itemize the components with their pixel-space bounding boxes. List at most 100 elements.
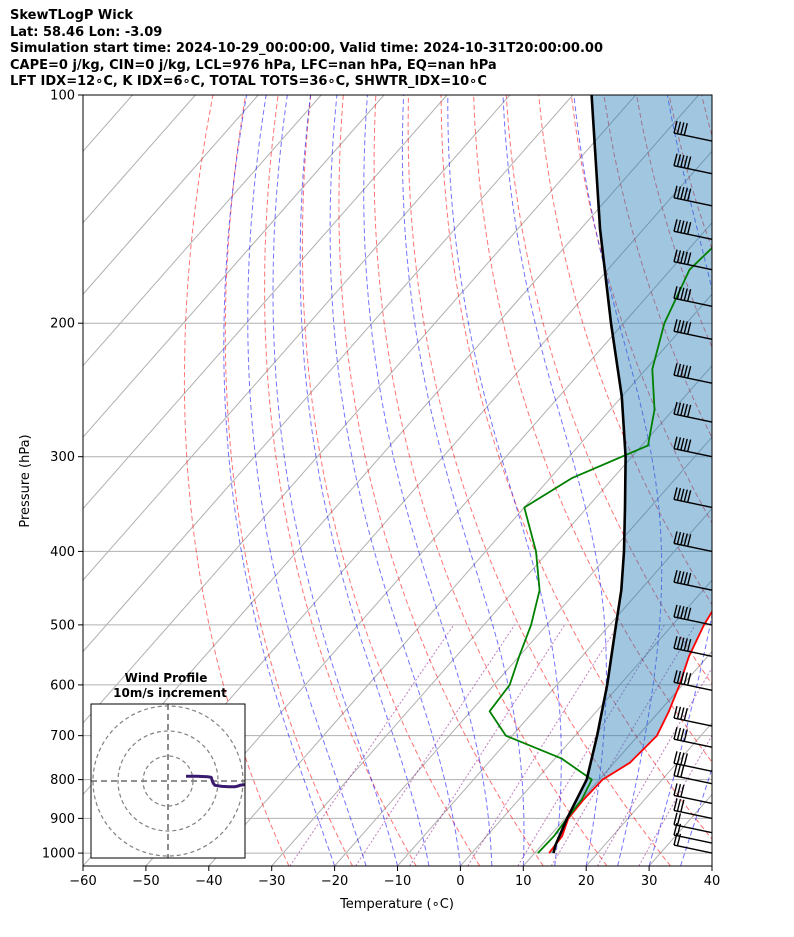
inset-frame	[90, 703, 246, 859]
y-tick-label: 500	[50, 618, 75, 633]
y-tick-label: 800	[50, 773, 75, 788]
dry-adiabat	[440, 95, 712, 840]
wind-barb	[673, 487, 713, 509]
isotherm-gridline	[522, 650, 712, 866]
wind-barb	[673, 727, 713, 748]
dry-adiabat	[301, 95, 481, 866]
chart-title: SkewTLogP Wick	[10, 8, 134, 23]
x-tick-label: 30	[641, 874, 658, 889]
y-tick-label: 300	[50, 450, 75, 465]
moist-adiabat	[223, 95, 336, 866]
dry-adiabat	[603, 95, 712, 439]
x-tick-label: −10	[384, 874, 411, 889]
dry-adiabat	[338, 95, 544, 866]
moist-adiabat	[573, 95, 663, 866]
hodograph-inset: Wind Profile 10m/s increment	[90, 671, 246, 859]
x-tick-label: 0	[456, 874, 464, 889]
wind-barb	[673, 531, 713, 553]
moist-adiabat	[401, 95, 525, 866]
dry-adiabat	[473, 95, 712, 763]
y-tick-label: 400	[50, 545, 75, 560]
mixing-ratio-line	[550, 624, 696, 866]
moist-adiabat	[447, 95, 562, 866]
wind-barb	[673, 783, 713, 805]
y-axis-title: Pressure (hPa)	[18, 434, 33, 527]
moist-adiabat	[247, 95, 367, 866]
x-tick-label: −50	[132, 874, 159, 889]
dry-adiabat	[701, 95, 712, 138]
moist-adiabat	[502, 95, 607, 866]
wind-barb	[673, 153, 713, 175]
y-tick-label: 600	[50, 678, 75, 693]
x-tick-label: −40	[195, 874, 222, 889]
isotherm-gridline	[83, 95, 259, 295]
dry-adiabat	[734, 95, 794, 866]
x-tick-label: −60	[69, 874, 96, 889]
isotherm-gridline	[460, 579, 712, 866]
dry-adiabat	[767, 95, 794, 866]
moist-adiabat	[648, 95, 712, 866]
wind-barb	[673, 798, 713, 820]
chart-header: SkewTLogP Wick Lat: 58.46 Lon: -3.09 Sim…	[10, 8, 603, 91]
wind-barb	[673, 570, 713, 591]
hodograph-ring	[117, 730, 219, 832]
wind-barb	[673, 249, 713, 271]
wind-barb	[673, 401, 713, 423]
isotherm-gridline	[208, 293, 712, 866]
moist-adiabat	[299, 95, 430, 866]
hodograph-trace	[186, 774, 245, 789]
mixing-ratio-line	[409, 624, 566, 866]
wind-barb	[673, 319, 713, 340]
x-tick-label: 10	[515, 874, 532, 889]
wind-barb	[673, 185, 713, 207]
moist-adiabat	[680, 766, 712, 866]
inset-title: Wind Profile	[125, 671, 208, 685]
isotherm-gridline	[83, 95, 637, 724]
wind-barb	[673, 751, 713, 772]
wind-barb	[673, 436, 713, 458]
cape-line: CAPE=0 j/kg, CIN=0 j/kg, LCL=976 hPa, LF…	[10, 57, 497, 73]
isotherm-gridline	[83, 95, 574, 653]
isotherm-gridline	[83, 95, 448, 510]
mixing-ratio-line	[355, 624, 516, 866]
inset-subtitle: 10m/s increment	[113, 686, 227, 700]
x-tick-label: 40	[704, 874, 721, 889]
location-line: Lat: 58.46 Lon: -3.09	[10, 24, 163, 40]
wind-barb	[673, 670, 713, 692]
index-line: LFT IDX=12∘C, K IDX=6∘C, TOTAL TOTS=36∘C…	[10, 74, 487, 89]
dry-adiabat	[183, 95, 290, 866]
moist-adiabat	[363, 95, 493, 866]
shaded-area	[549, 95, 712, 854]
y-tick-label: 1000	[42, 847, 75, 862]
dry-adiabat	[538, 95, 712, 606]
wind-barb	[673, 812, 713, 834]
y-tick-label: 100	[50, 89, 75, 104]
x-tick-label: −30	[258, 874, 285, 889]
wind-barb	[673, 636, 713, 657]
time-line: Simulation start time: 2024-10-29_00:00:…	[10, 41, 603, 56]
wind-barb	[673, 763, 713, 785]
x-tick-label: 20	[578, 874, 595, 889]
y-tick-label: 700	[50, 729, 75, 744]
mixing-ratio-line	[289, 624, 455, 866]
isotherm-gridline	[83, 95, 322, 367]
wind-barb	[673, 219, 713, 240]
moist-adiabat	[272, 95, 398, 866]
isotherm-gridline	[83, 95, 511, 581]
wind-barb	[673, 705, 713, 727]
parcel-profile	[552, 95, 627, 854]
isotherm-gridline	[711, 865, 712, 866]
wind-barb	[673, 363, 713, 384]
dry-adiabat	[407, 95, 671, 866]
wind-barb	[673, 120, 713, 142]
x-tick-label: −20	[321, 874, 348, 889]
isotherm-gridline	[775, 95, 794, 866]
isotherm-gridline	[585, 722, 712, 866]
isotherm-gridline	[334, 436, 712, 866]
wind-barb	[673, 286, 713, 308]
x-axis-title: Temperature (∘C)	[339, 897, 454, 912]
moist-adiabat	[329, 95, 461, 866]
dry-adiabat	[264, 95, 417, 866]
isotherm-gridline	[83, 95, 385, 438]
